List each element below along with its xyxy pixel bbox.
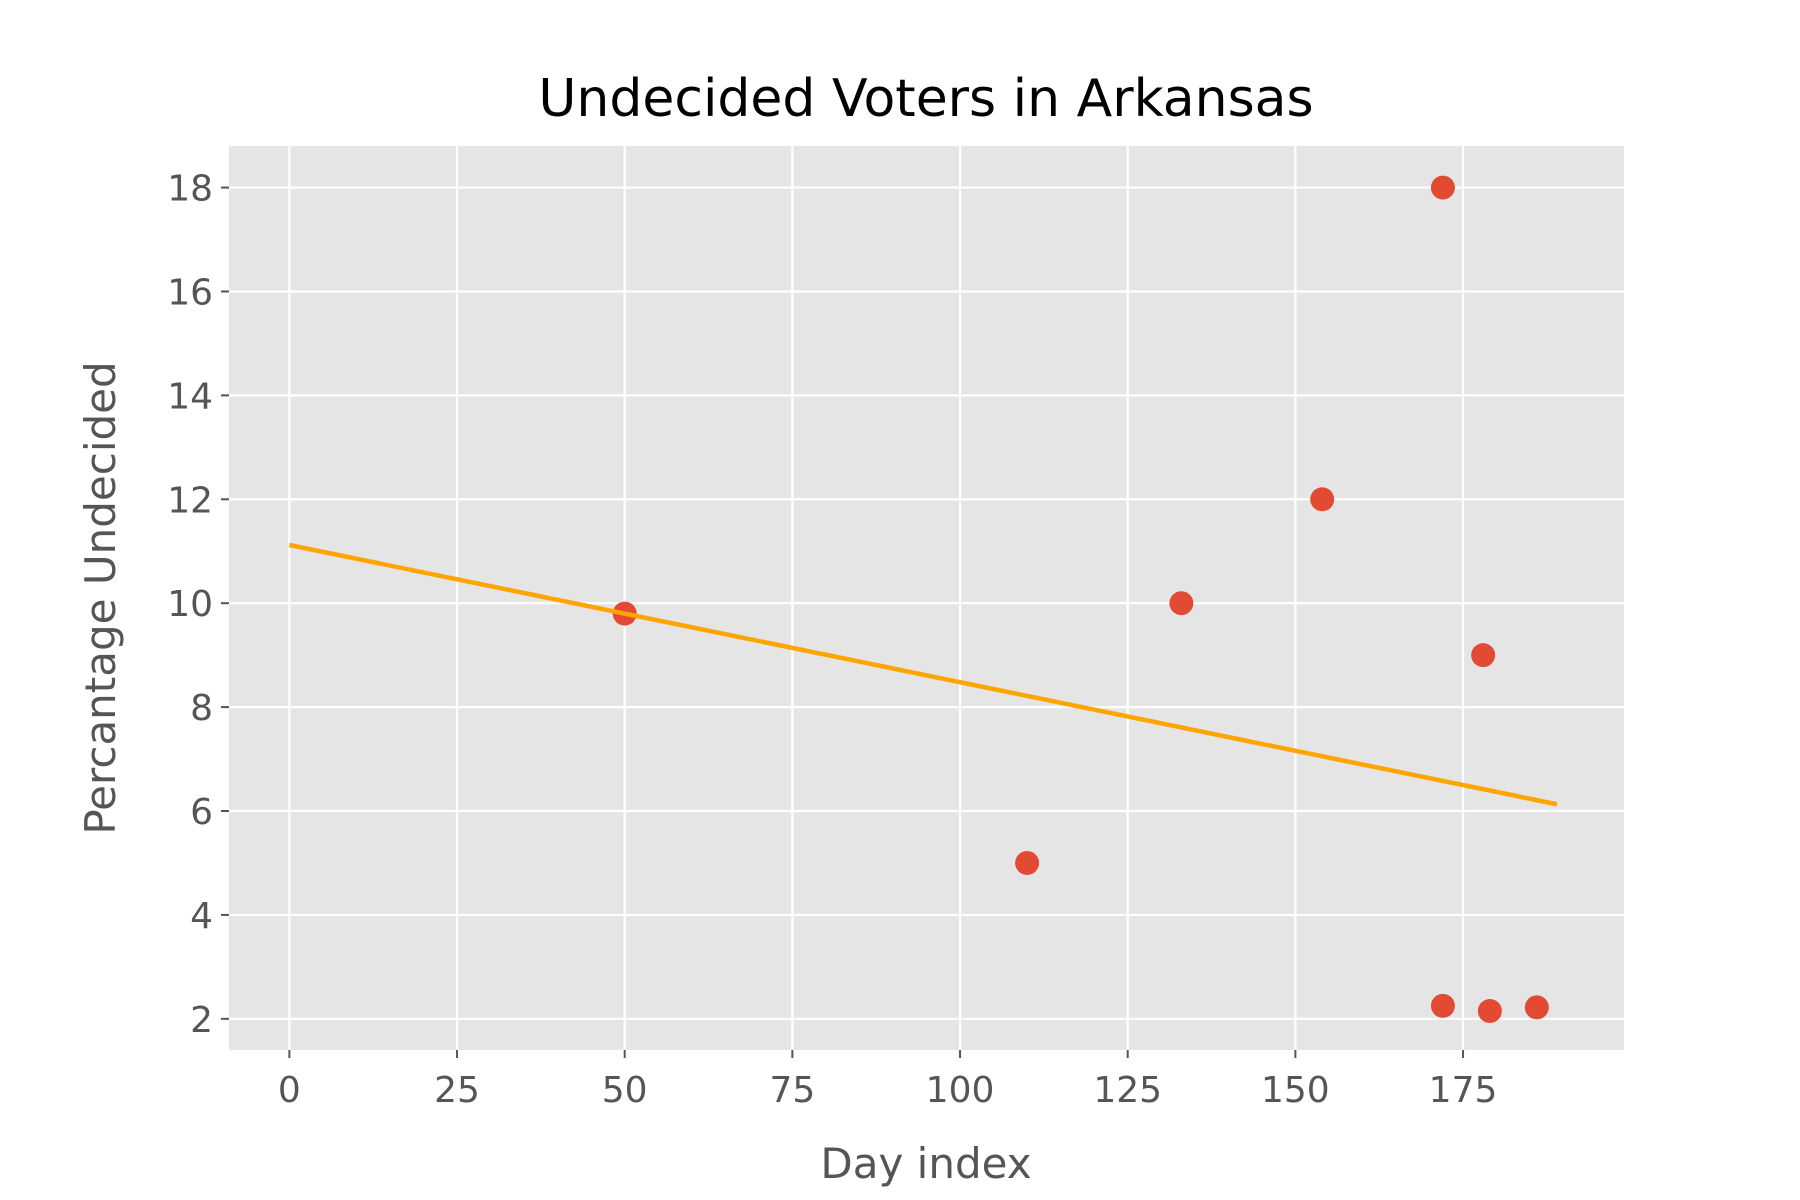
y-tick-label: 12 bbox=[167, 480, 213, 521]
grid bbox=[229, 146, 1624, 1050]
data-point bbox=[1471, 643, 1496, 668]
x-tick-label: 50 bbox=[602, 1070, 648, 1111]
plot-background bbox=[229, 146, 1624, 1050]
data-point bbox=[1477, 999, 1502, 1024]
data-point bbox=[1169, 591, 1194, 616]
y-tick-label: 6 bbox=[190, 792, 213, 833]
chart-title: Undecided Voters in Arkansas bbox=[538, 69, 1313, 129]
data-point bbox=[1430, 993, 1455, 1018]
data-point bbox=[1524, 995, 1549, 1020]
y-tick-label: 18 bbox=[167, 169, 213, 210]
x-tick-label: 75 bbox=[769, 1070, 815, 1111]
x-tick-label: 100 bbox=[926, 1070, 995, 1111]
x-tick-label: 175 bbox=[1429, 1070, 1498, 1111]
y-tick-label: 14 bbox=[167, 376, 213, 417]
y-tick-label: 8 bbox=[190, 688, 213, 729]
series bbox=[288, 175, 1558, 1024]
y-tick-label: 10 bbox=[167, 584, 213, 625]
x-tick-label: 125 bbox=[1093, 1070, 1162, 1111]
data-point bbox=[1310, 487, 1335, 512]
x-tick-label: 150 bbox=[1261, 1070, 1330, 1111]
y-tick-label: 2 bbox=[190, 1000, 213, 1041]
data-point bbox=[1015, 850, 1040, 875]
y-tick-label: 16 bbox=[167, 272, 213, 313]
x-tick-label: 25 bbox=[434, 1070, 480, 1111]
x-tick-label: 0 bbox=[278, 1070, 301, 1111]
data-point bbox=[1430, 175, 1455, 200]
y-axis-label: Percantage Undecided bbox=[76, 361, 125, 834]
y-tick-label: 4 bbox=[190, 896, 213, 937]
ticks: 0 25 50 75 100 125 150 175 2 4 6 8 10 12 14 16 18 bbox=[167, 169, 1497, 1111]
x-axis-label: Day index bbox=[820, 1139, 1031, 1188]
trend-line bbox=[288, 542, 1558, 807]
